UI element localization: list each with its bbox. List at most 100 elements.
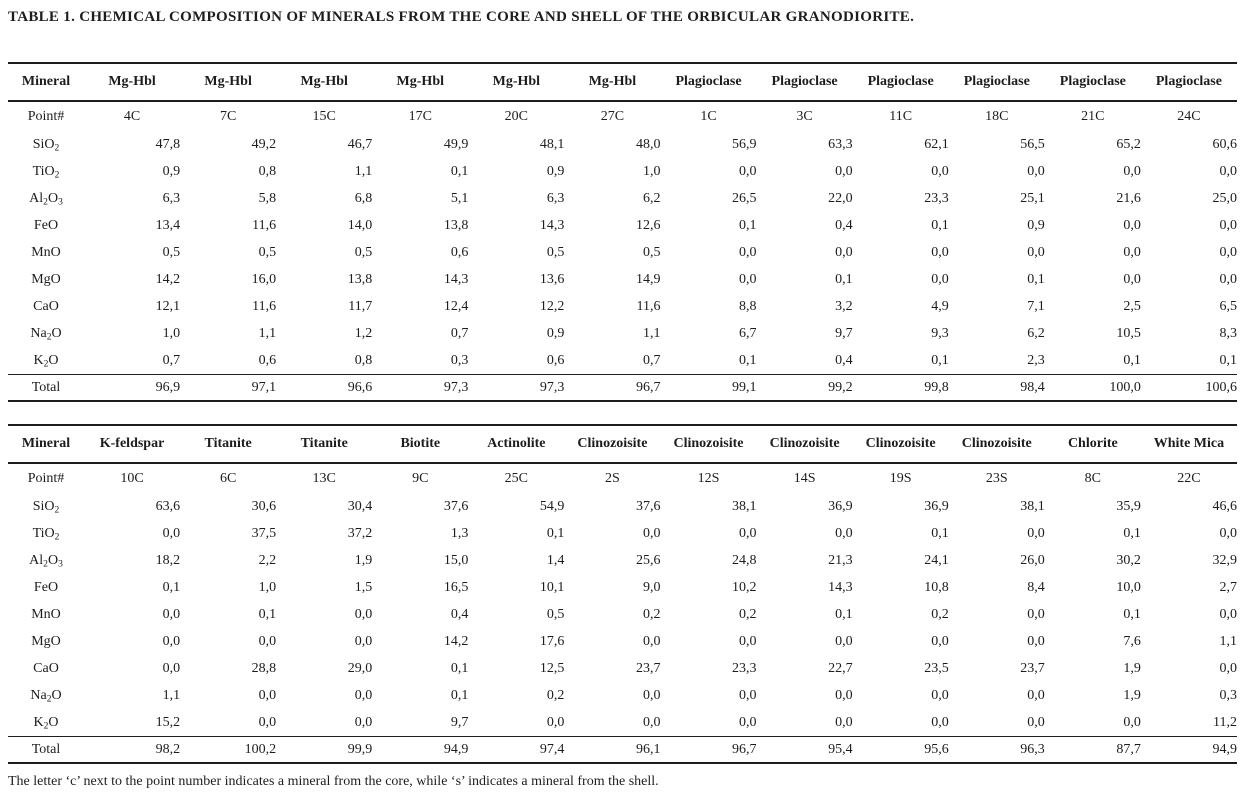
oxide-value-cell: 12,2 bbox=[539, 298, 565, 314]
oxide-value-cell: 2,3 bbox=[1027, 352, 1045, 368]
oxide-value-cell: 0,7 bbox=[642, 352, 661, 368]
point-number-cell: 12S bbox=[697, 470, 720, 486]
oxide-row: SiO2 63,6 30,6 30,4 37,6 54,9 37,6 38,1 36,9 36,9… bbox=[8, 493, 1237, 520]
oxide-value-cell: 2,5 bbox=[1123, 298, 1141, 314]
oxide-value-cell: 46,7 bbox=[347, 136, 373, 152]
oxide-value-cell: 4,9 bbox=[931, 298, 949, 314]
mineral-row-label: Mineral bbox=[8, 424, 84, 464]
oxide-value-cell: 0,0 bbox=[162, 633, 181, 649]
oxide-value-cell: 0,0 bbox=[1219, 606, 1238, 622]
oxide-value-cell: 0,1 bbox=[450, 687, 469, 703]
oxide-value-cell: 1,9 bbox=[1123, 660, 1141, 676]
oxide-label: SiO2 bbox=[32, 498, 60, 515]
mineral-name-cell: Mg-Hbl bbox=[372, 62, 469, 102]
total-value-cell: 96,3 bbox=[948, 736, 1045, 764]
oxide-value-cell: 0,0 bbox=[1219, 217, 1238, 233]
mineral-name-cell: Plagioclase bbox=[1044, 62, 1141, 102]
oxide-value-cell: 0,1 bbox=[1123, 606, 1141, 622]
oxide-value-cell: 6,3 bbox=[546, 190, 565, 206]
oxide-value-cell: 0,1 bbox=[931, 525, 949, 541]
oxide-value-cell: 2,2 bbox=[258, 552, 277, 568]
oxide-value-cell: 25,1 bbox=[1020, 190, 1045, 206]
total-value-cell: 96,7 bbox=[564, 374, 661, 402]
oxide-label: Na2O bbox=[30, 325, 62, 342]
oxide-value-cell: 0,3 bbox=[450, 352, 469, 368]
oxide-value-cell: 8,3 bbox=[1219, 325, 1238, 341]
oxide-value-cell: 0,0 bbox=[739, 525, 757, 541]
oxide-value-cell: 0,0 bbox=[1123, 163, 1141, 179]
mineral-name-cell: Plagioclase bbox=[756, 62, 853, 102]
point-number-cell: 22C bbox=[1177, 470, 1201, 486]
oxide-value-cell: 0,2 bbox=[931, 606, 949, 622]
total-value-cell: 96,6 bbox=[276, 374, 373, 402]
mineral-name-cell: Plagioclase bbox=[1140, 62, 1237, 102]
oxide-value-cell: 0,0 bbox=[739, 271, 757, 287]
point-number-cell: 19S bbox=[889, 470, 912, 486]
oxide-value-cell: 1,1 bbox=[354, 163, 373, 179]
oxide-value-cell: 60,6 bbox=[1212, 136, 1238, 152]
oxide-value-cell: 13,4 bbox=[155, 217, 181, 233]
oxide-value-cell: 0,0 bbox=[931, 687, 949, 703]
oxide-value-cell: 0,0 bbox=[931, 163, 949, 179]
oxide-value-cell: 0,0 bbox=[1027, 525, 1045, 541]
oxide-value-cell: 9,7 bbox=[835, 325, 853, 341]
total-value-cell: 100,2 bbox=[180, 736, 277, 764]
oxide-value-cell: 0,0 bbox=[835, 714, 853, 730]
oxide-label: FeO bbox=[33, 579, 59, 595]
oxide-value-cell: 0,0 bbox=[162, 660, 181, 676]
oxide-value-cell: 8,8 bbox=[739, 298, 757, 314]
oxide-value-cell: 28,8 bbox=[251, 660, 277, 676]
point-number-cell: 20C bbox=[504, 108, 529, 124]
lower-table-section: Mineral K-feldspar Titanite Titanite Biotite… bbox=[8, 424, 1237, 764]
oxide-value-cell: 5,8 bbox=[258, 190, 277, 206]
total-value-cell: 97,3 bbox=[372, 374, 469, 402]
total-value-cell: 96,9 bbox=[84, 374, 181, 402]
oxide-value-cell: 1,4 bbox=[546, 552, 565, 568]
oxide-value-cell: 0,0 bbox=[931, 244, 949, 260]
oxide-value-cell: 0,8 bbox=[258, 163, 277, 179]
total-value-cell: 97,3 bbox=[468, 374, 565, 402]
oxide-value-cell: 30,4 bbox=[347, 498, 373, 514]
total-value-cell: 99,1 bbox=[660, 374, 757, 402]
upper-table-section: Mineral Mg-Hbl Mg-Hbl Mg-Hbl Mg-Hbl Mg-Hbl Mg-… bbox=[8, 62, 1237, 402]
oxide-value-cell: 0,0 bbox=[739, 244, 757, 260]
oxide-value-cell: 16,0 bbox=[251, 271, 277, 287]
oxide-value-cell: 0,1 bbox=[739, 352, 757, 368]
oxide-value-cell: 30,2 bbox=[1116, 552, 1141, 568]
mineral-header-row: Mineral K-feldspar Titanite Titanite Biotite… bbox=[8, 424, 1237, 464]
oxide-value-cell: 25,6 bbox=[635, 552, 661, 568]
oxide-value-cell: 0,1 bbox=[450, 163, 469, 179]
oxide-label: SiO2 bbox=[32, 136, 60, 153]
oxide-value-cell: 0,0 bbox=[931, 271, 949, 287]
mineral-name-cell: Plagioclase bbox=[660, 62, 757, 102]
oxide-value-cell: 13,6 bbox=[539, 271, 565, 287]
total-value-cell: 100,6 bbox=[1140, 374, 1237, 402]
oxide-value-cell: 0,9 bbox=[546, 163, 565, 179]
point-row-label: Point# bbox=[27, 470, 65, 486]
total-row: Total 98,2 100,2 99,9 94,9 97,4 96,1 96,7 95,4 95… bbox=[8, 736, 1237, 764]
oxide-label: MnO bbox=[31, 606, 61, 622]
oxide-value-cell: 5,1 bbox=[450, 190, 469, 206]
oxide-value-cell: 14,3 bbox=[539, 217, 565, 233]
oxide-label: FeO bbox=[33, 217, 59, 233]
oxide-value-cell: 11,7 bbox=[348, 298, 373, 314]
oxide-value-cell: 1,0 bbox=[642, 163, 661, 179]
oxide-value-cell: 0,1 bbox=[1027, 271, 1045, 287]
mineral-name-cell: Mg-Hbl bbox=[84, 62, 181, 102]
oxide-value-cell: 38,1 bbox=[1020, 498, 1045, 514]
oxide-value-cell: 6,2 bbox=[642, 190, 661, 206]
point-number-cell: 24C bbox=[1177, 108, 1201, 124]
oxide-value-cell: 0,4 bbox=[450, 606, 469, 622]
oxide-value-cell: 35,9 bbox=[1116, 498, 1141, 514]
total-value-cell: 96,1 bbox=[564, 736, 661, 764]
oxide-row: MgO 14,2 16,0 13,8 14,3 13,6 14,9 0,0 0,1 0,0 0,1 0… bbox=[8, 266, 1237, 293]
oxide-value-cell: 1,1 bbox=[642, 325, 661, 341]
oxide-value-cell: 0,5 bbox=[642, 244, 661, 260]
oxide-value-cell: 54,9 bbox=[539, 498, 565, 514]
oxide-value-cell: 0,0 bbox=[354, 633, 373, 649]
point-number-cell: 8C bbox=[1084, 470, 1101, 486]
mineral-name-cell: Clinozoisite bbox=[564, 424, 661, 464]
oxide-value-cell: 0,0 bbox=[835, 687, 853, 703]
oxide-value-cell: 30,6 bbox=[251, 498, 277, 514]
oxide-value-cell: 0,0 bbox=[258, 633, 277, 649]
